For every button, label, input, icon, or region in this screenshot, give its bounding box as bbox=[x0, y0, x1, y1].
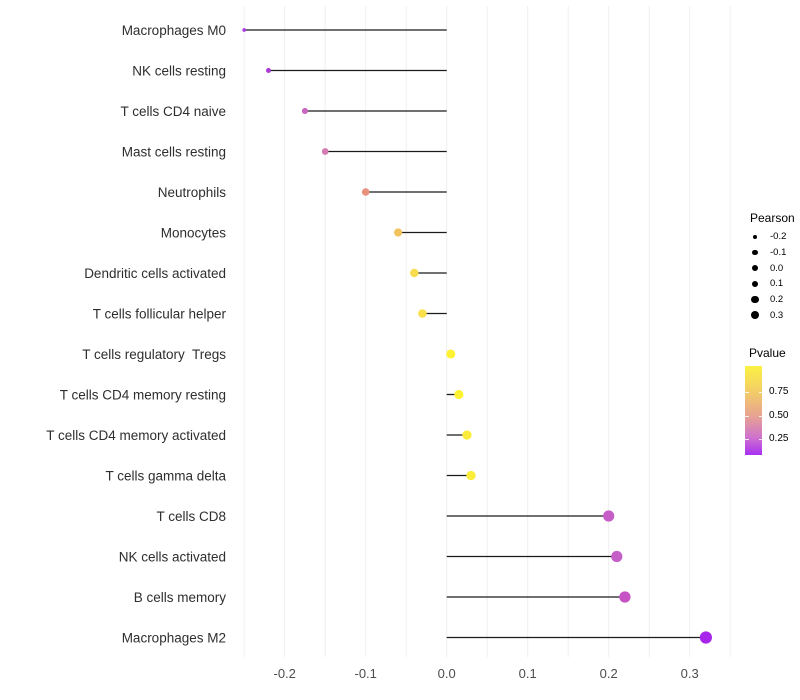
lollipop-dot bbox=[242, 28, 247, 32]
colorbar-tick-label: 0.75 bbox=[769, 385, 789, 397]
lollipop-dot bbox=[699, 631, 713, 644]
x-axis-tick-label: 0.1 bbox=[519, 666, 537, 681]
lollipop-dot bbox=[454, 389, 464, 400]
legend-size-label: 0.3 bbox=[770, 309, 784, 321]
legend-size-label: 0.2 bbox=[770, 294, 784, 306]
lollipop-dot bbox=[394, 228, 403, 237]
lollipop-dot bbox=[418, 309, 427, 318]
y-axis-label: T cells regulatory Tregs bbox=[82, 347, 226, 362]
legend-size-label: 0.0 bbox=[770, 262, 784, 274]
lollipop-dot bbox=[619, 591, 631, 603]
y-axis-label: Mast cells resting bbox=[122, 144, 226, 159]
pvalue-legend-title: Pvalue bbox=[749, 346, 786, 360]
x-axis-tick-label: 0.0 bbox=[438, 666, 456, 681]
pearson-legend-item: -0.1 bbox=[748, 245, 786, 261]
lollipop-dot bbox=[361, 188, 370, 196]
legend-size-label: -0.1 bbox=[770, 247, 787, 259]
legend-size-dot bbox=[751, 295, 759, 304]
y-axis-label: B cells memory bbox=[134, 590, 227, 605]
y-axis-label: NK cells resting bbox=[132, 63, 226, 78]
lollipop-dot bbox=[321, 148, 329, 155]
colorbar-tick-label: 0.50 bbox=[769, 409, 789, 421]
y-axis-label: Monocytes bbox=[161, 225, 227, 240]
pearson-size-legend: -0.2 -0.1 0.0 0.1 0.2 0.3 bbox=[748, 229, 786, 323]
legend-size-dot bbox=[752, 249, 758, 256]
y-axis-label: T cells follicular helper bbox=[93, 306, 227, 321]
x-axis-tick-label: 0.2 bbox=[600, 666, 618, 681]
lollipop-dot bbox=[446, 349, 456, 359]
y-axis-label: T cells CD4 naive bbox=[120, 104, 226, 119]
colorbar-tick bbox=[745, 391, 749, 393]
colorbar-tick bbox=[758, 415, 762, 417]
pearson-legend-item: 0.1 bbox=[748, 276, 786, 292]
legend-size-label: -0.2 bbox=[770, 231, 787, 243]
y-axis-label: Macrophages M2 bbox=[122, 630, 226, 645]
y-axis-label: Neutrophils bbox=[158, 185, 227, 200]
pvalue-colorbar: 0.75 0.50 0.25 bbox=[745, 366, 800, 458]
lollipop-dot bbox=[410, 268, 419, 278]
colorbar-tick-label: 0.25 bbox=[769, 432, 789, 444]
lollipop-dot bbox=[301, 107, 309, 115]
colorbar-tick bbox=[745, 415, 749, 417]
pearson-legend-item: 0.0 bbox=[748, 260, 786, 276]
lollipop-dot bbox=[611, 550, 623, 563]
pearson-legend-item: 0.3 bbox=[748, 307, 786, 323]
colorbar-tick bbox=[758, 438, 762, 440]
legend-size-dot bbox=[750, 311, 760, 320]
legend-size-dot bbox=[752, 265, 758, 272]
x-axis-tick-label: -0.1 bbox=[354, 666, 376, 681]
y-axis-label: Macrophages M0 bbox=[122, 23, 226, 38]
pearson-legend-item: 0.2 bbox=[748, 292, 786, 308]
legend-size-dot bbox=[752, 234, 758, 240]
x-axis-tick-label: -0.2 bbox=[273, 666, 295, 681]
colorbar-tick bbox=[758, 391, 762, 393]
pearson-legend-title: Pearson bbox=[750, 211, 795, 225]
legend-size-label: 0.1 bbox=[770, 278, 784, 290]
lollipop-dot bbox=[603, 510, 615, 522]
y-axis-label: T cells gamma delta bbox=[105, 468, 226, 483]
y-axis-label: T cells CD8 bbox=[156, 509, 226, 524]
y-axis-label: NK cells activated bbox=[119, 549, 226, 564]
legend-size-dot bbox=[751, 280, 759, 288]
lollipop-dot bbox=[462, 430, 472, 440]
lollipop-dot bbox=[466, 470, 476, 481]
colorbar-tick bbox=[745, 438, 749, 440]
lollipop-dot bbox=[266, 68, 271, 73]
y-axis-label: Dendritic cells activated bbox=[84, 266, 226, 281]
x-axis-tick-label: 0.3 bbox=[681, 666, 699, 681]
pearson-legend-item: -0.2 bbox=[748, 229, 786, 245]
y-axis-label: T cells CD4 memory resting bbox=[60, 387, 226, 402]
pvalue-gradient-bar bbox=[745, 366, 762, 455]
y-axis-label: T cells CD4 memory activated bbox=[46, 428, 226, 443]
